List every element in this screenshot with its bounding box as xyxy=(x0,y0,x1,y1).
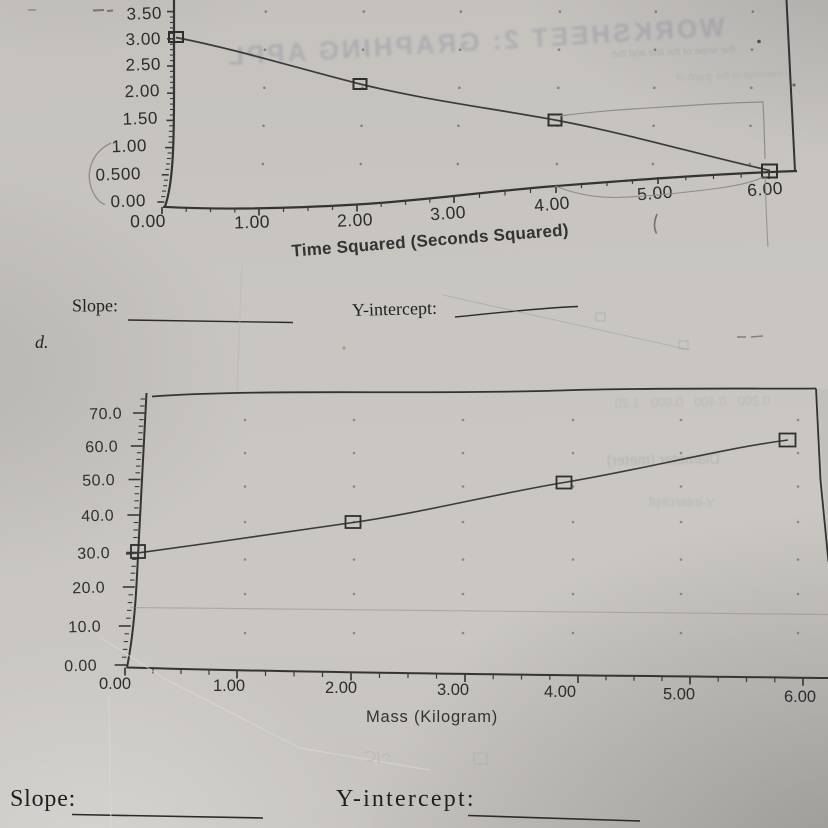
svg-text:0.00: 0.00 xyxy=(64,658,97,676)
svg-text:4.00: 4.00 xyxy=(544,683,576,701)
svg-text:3.50: 3.50 xyxy=(126,4,162,24)
svg-text:2.50: 2.50 xyxy=(125,55,161,75)
svg-text:5.00: 5.00 xyxy=(663,686,695,704)
svg-text:1.00: 1.00 xyxy=(234,212,270,233)
svg-text:1.00: 1.00 xyxy=(213,677,245,695)
svg-text:5.00: 5.00 xyxy=(636,182,673,205)
svg-text:3.00: 3.00 xyxy=(125,29,161,49)
svg-text:4.00: 4.00 xyxy=(533,192,570,215)
svg-text:50.0: 50.0 xyxy=(82,472,115,490)
svg-text:30.0: 30.0 xyxy=(77,545,110,563)
svg-text:Slope:: Slope: xyxy=(72,296,118,316)
svg-text:Y-intercept:: Y-intercept: xyxy=(352,298,437,320)
svg-text:3.00: 3.00 xyxy=(437,681,469,699)
svg-text:Time Squared (Seconds Squared: Time Squared (Seconds Squared) xyxy=(291,220,569,260)
svg-text:Slope:: Slope: xyxy=(10,786,76,812)
svg-text:2.00: 2.00 xyxy=(337,209,374,231)
svg-text:3.00: 3.00 xyxy=(430,202,467,224)
svg-text:60.0: 60.0 xyxy=(85,439,118,457)
svg-text:20.0: 20.0 xyxy=(72,580,105,598)
svg-text:6.00: 6.00 xyxy=(784,688,816,706)
svg-text:0.00: 0.00 xyxy=(99,675,131,693)
svg-text:d.: d. xyxy=(35,332,49,352)
svg-text:40.0: 40.0 xyxy=(81,508,114,526)
svg-text:1.00: 1.00 xyxy=(111,136,147,156)
svg-text:70.0: 70.0 xyxy=(89,406,122,424)
svg-text:Mass (Kilogram): Mass (Kilogram) xyxy=(366,708,498,726)
svg-text:Y-intercept:: Y-intercept: xyxy=(336,786,476,812)
svg-text:0.00: 0.00 xyxy=(130,211,166,232)
svg-text:2.00: 2.00 xyxy=(325,679,357,697)
svg-text:0.00: 0.00 xyxy=(110,191,146,211)
svg-text:2.00: 2.00 xyxy=(124,81,160,101)
svg-text:10.0: 10.0 xyxy=(68,619,101,637)
svg-text:0.500: 0.500 xyxy=(95,164,141,185)
svg-text:1.50: 1.50 xyxy=(122,109,158,129)
